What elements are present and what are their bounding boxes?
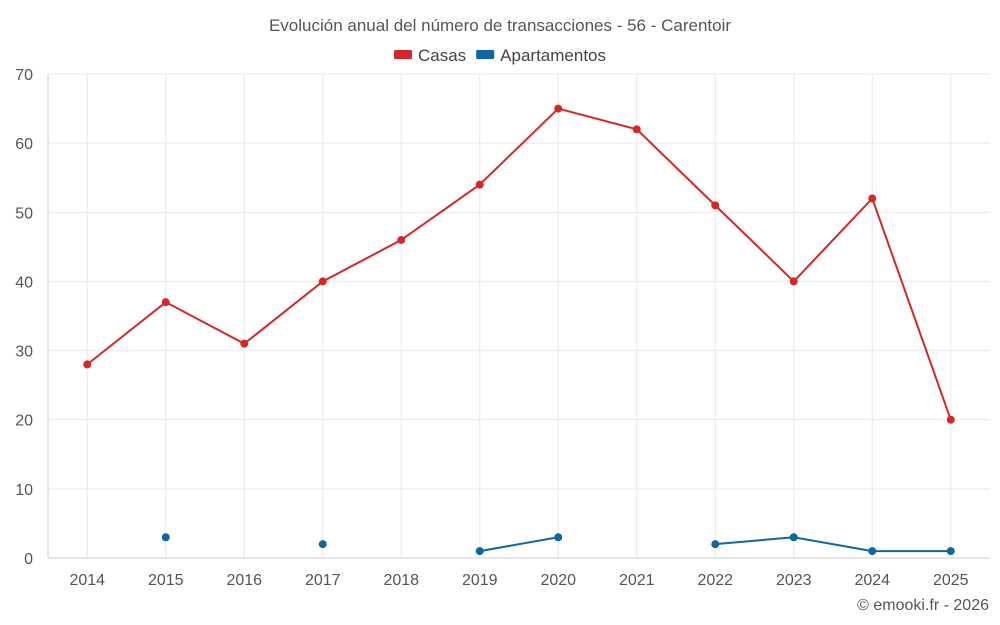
data-point[interactable] xyxy=(789,533,798,542)
data-point[interactable] xyxy=(475,180,484,189)
series-line xyxy=(715,536,951,553)
x-tick-label: 2019 xyxy=(462,572,498,589)
x-tick-label: 2020 xyxy=(540,572,576,589)
data-point[interactable] xyxy=(711,201,720,210)
x-tick-label: 2016 xyxy=(226,572,262,589)
y-tick-label: 50 xyxy=(15,205,33,222)
y-tick-label: 40 xyxy=(15,274,33,291)
legend-item-apartamentos[interactable]: Apartamentos xyxy=(476,46,606,65)
y-tick-label: 10 xyxy=(15,482,33,499)
series xyxy=(83,104,955,556)
data-point[interactable] xyxy=(868,194,877,203)
legend-label: Casas xyxy=(418,46,466,65)
data-point[interactable] xyxy=(161,298,170,307)
data-point[interactable] xyxy=(318,540,327,549)
data-point[interactable] xyxy=(632,125,641,134)
data-point[interactable] xyxy=(83,360,92,369)
legend: Casas Apartamentos xyxy=(393,46,606,65)
credit-text: © emooki.fr - 2026 xyxy=(857,597,989,614)
data-point[interactable] xyxy=(946,415,955,424)
chart-title: Evolución anual del número de transaccio… xyxy=(269,16,731,35)
series-line xyxy=(479,536,559,553)
series-casas xyxy=(83,104,955,424)
x-tick-label: 2025 xyxy=(933,572,969,589)
legend-label: Apartamentos xyxy=(500,46,606,65)
data-point[interactable] xyxy=(554,533,563,542)
data-point[interactable] xyxy=(397,235,406,244)
data-point[interactable] xyxy=(475,547,484,556)
y-tick-label: 0 xyxy=(24,551,33,568)
grid xyxy=(48,73,990,558)
data-point[interactable] xyxy=(240,339,249,348)
data-point[interactable] xyxy=(554,104,563,113)
axes: 0 10 20 30 40 50 60 70 2014 2015 2016 2017 2018 2019 2… xyxy=(15,67,990,589)
data-point[interactable] xyxy=(789,277,798,286)
x-tick-label: 2024 xyxy=(854,572,890,589)
series-line xyxy=(86,107,952,421)
y-tick-label: 30 xyxy=(15,344,33,361)
data-point[interactable] xyxy=(318,277,327,286)
y-tick-label: 20 xyxy=(15,413,33,430)
x-tick-label: 2021 xyxy=(619,572,655,589)
legend-swatch xyxy=(393,50,412,59)
y-tick-label: 60 xyxy=(15,136,33,153)
legend-swatch xyxy=(476,50,495,59)
data-point[interactable] xyxy=(161,533,170,542)
y-tick-label: 70 xyxy=(15,67,33,84)
series-apartamentos xyxy=(161,533,955,556)
x-tick-label: 2015 xyxy=(148,572,184,589)
data-point[interactable] xyxy=(868,547,877,556)
x-tick-label: 2014 xyxy=(69,572,105,589)
x-tick-label: 2023 xyxy=(776,572,812,589)
x-tick-label: 2018 xyxy=(383,572,419,589)
x-tick-label: 2017 xyxy=(305,572,341,589)
legend-item-casas[interactable]: Casas xyxy=(393,46,466,65)
data-point[interactable] xyxy=(711,540,720,549)
x-tick-label: 2022 xyxy=(697,572,733,589)
data-point[interactable] xyxy=(946,547,955,556)
